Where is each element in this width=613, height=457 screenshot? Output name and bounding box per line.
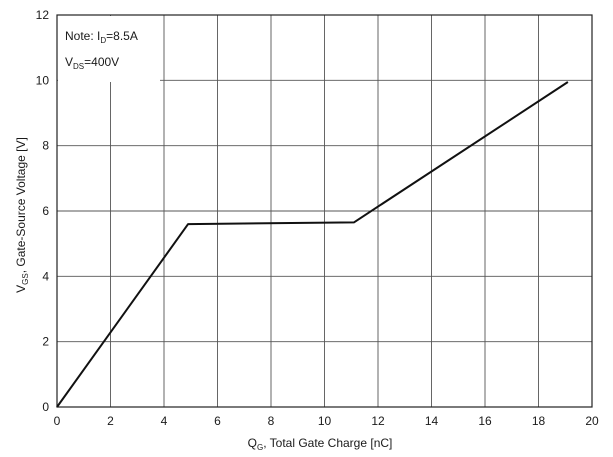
y-tick-label: 0 [42,400,49,414]
y-tick-label: 4 [42,269,49,283]
x-tick-label: 8 [268,414,275,428]
y-tick-labels: 0 2 4 6 8 10 12 [36,8,50,414]
x-tick-label: 6 [214,414,221,428]
note-line: Note: ID=8.5A [65,29,138,45]
note-box: Note: ID=8.5A VDS=400V [58,16,160,82]
series-group [56,81,569,408]
x-tick-label: 18 [532,414,546,428]
y-tick-label: 12 [36,8,50,22]
x-tick-labels: 0 2 4 6 8 10 12 14 16 18 20 [54,414,599,428]
x-tick-label: 12 [371,414,385,428]
x-tick-label: 4 [161,414,168,428]
x-tick-label: 16 [478,414,492,428]
x-tick-label: 2 [107,414,114,428]
x-axis-title: QG, Total Gate Charge [nC] [248,436,393,452]
y-axis-title: VGS, Gate-Source Voltage [V] [14,137,30,293]
x-tick-label: 20 [585,414,599,428]
plot-frame [56,14,593,408]
series-line [56,81,569,408]
y-tick-label: 10 [36,73,50,87]
x-tick-label: 10 [318,414,332,428]
y-tick-label: 2 [42,335,49,349]
note-line: VDS=400V [65,55,119,71]
x-tick-label: 0 [54,414,61,428]
y-tick-label: 6 [42,204,49,218]
x-tick-label: 14 [425,414,439,428]
note-background [58,16,160,82]
y-tick-label: 8 [42,139,49,153]
